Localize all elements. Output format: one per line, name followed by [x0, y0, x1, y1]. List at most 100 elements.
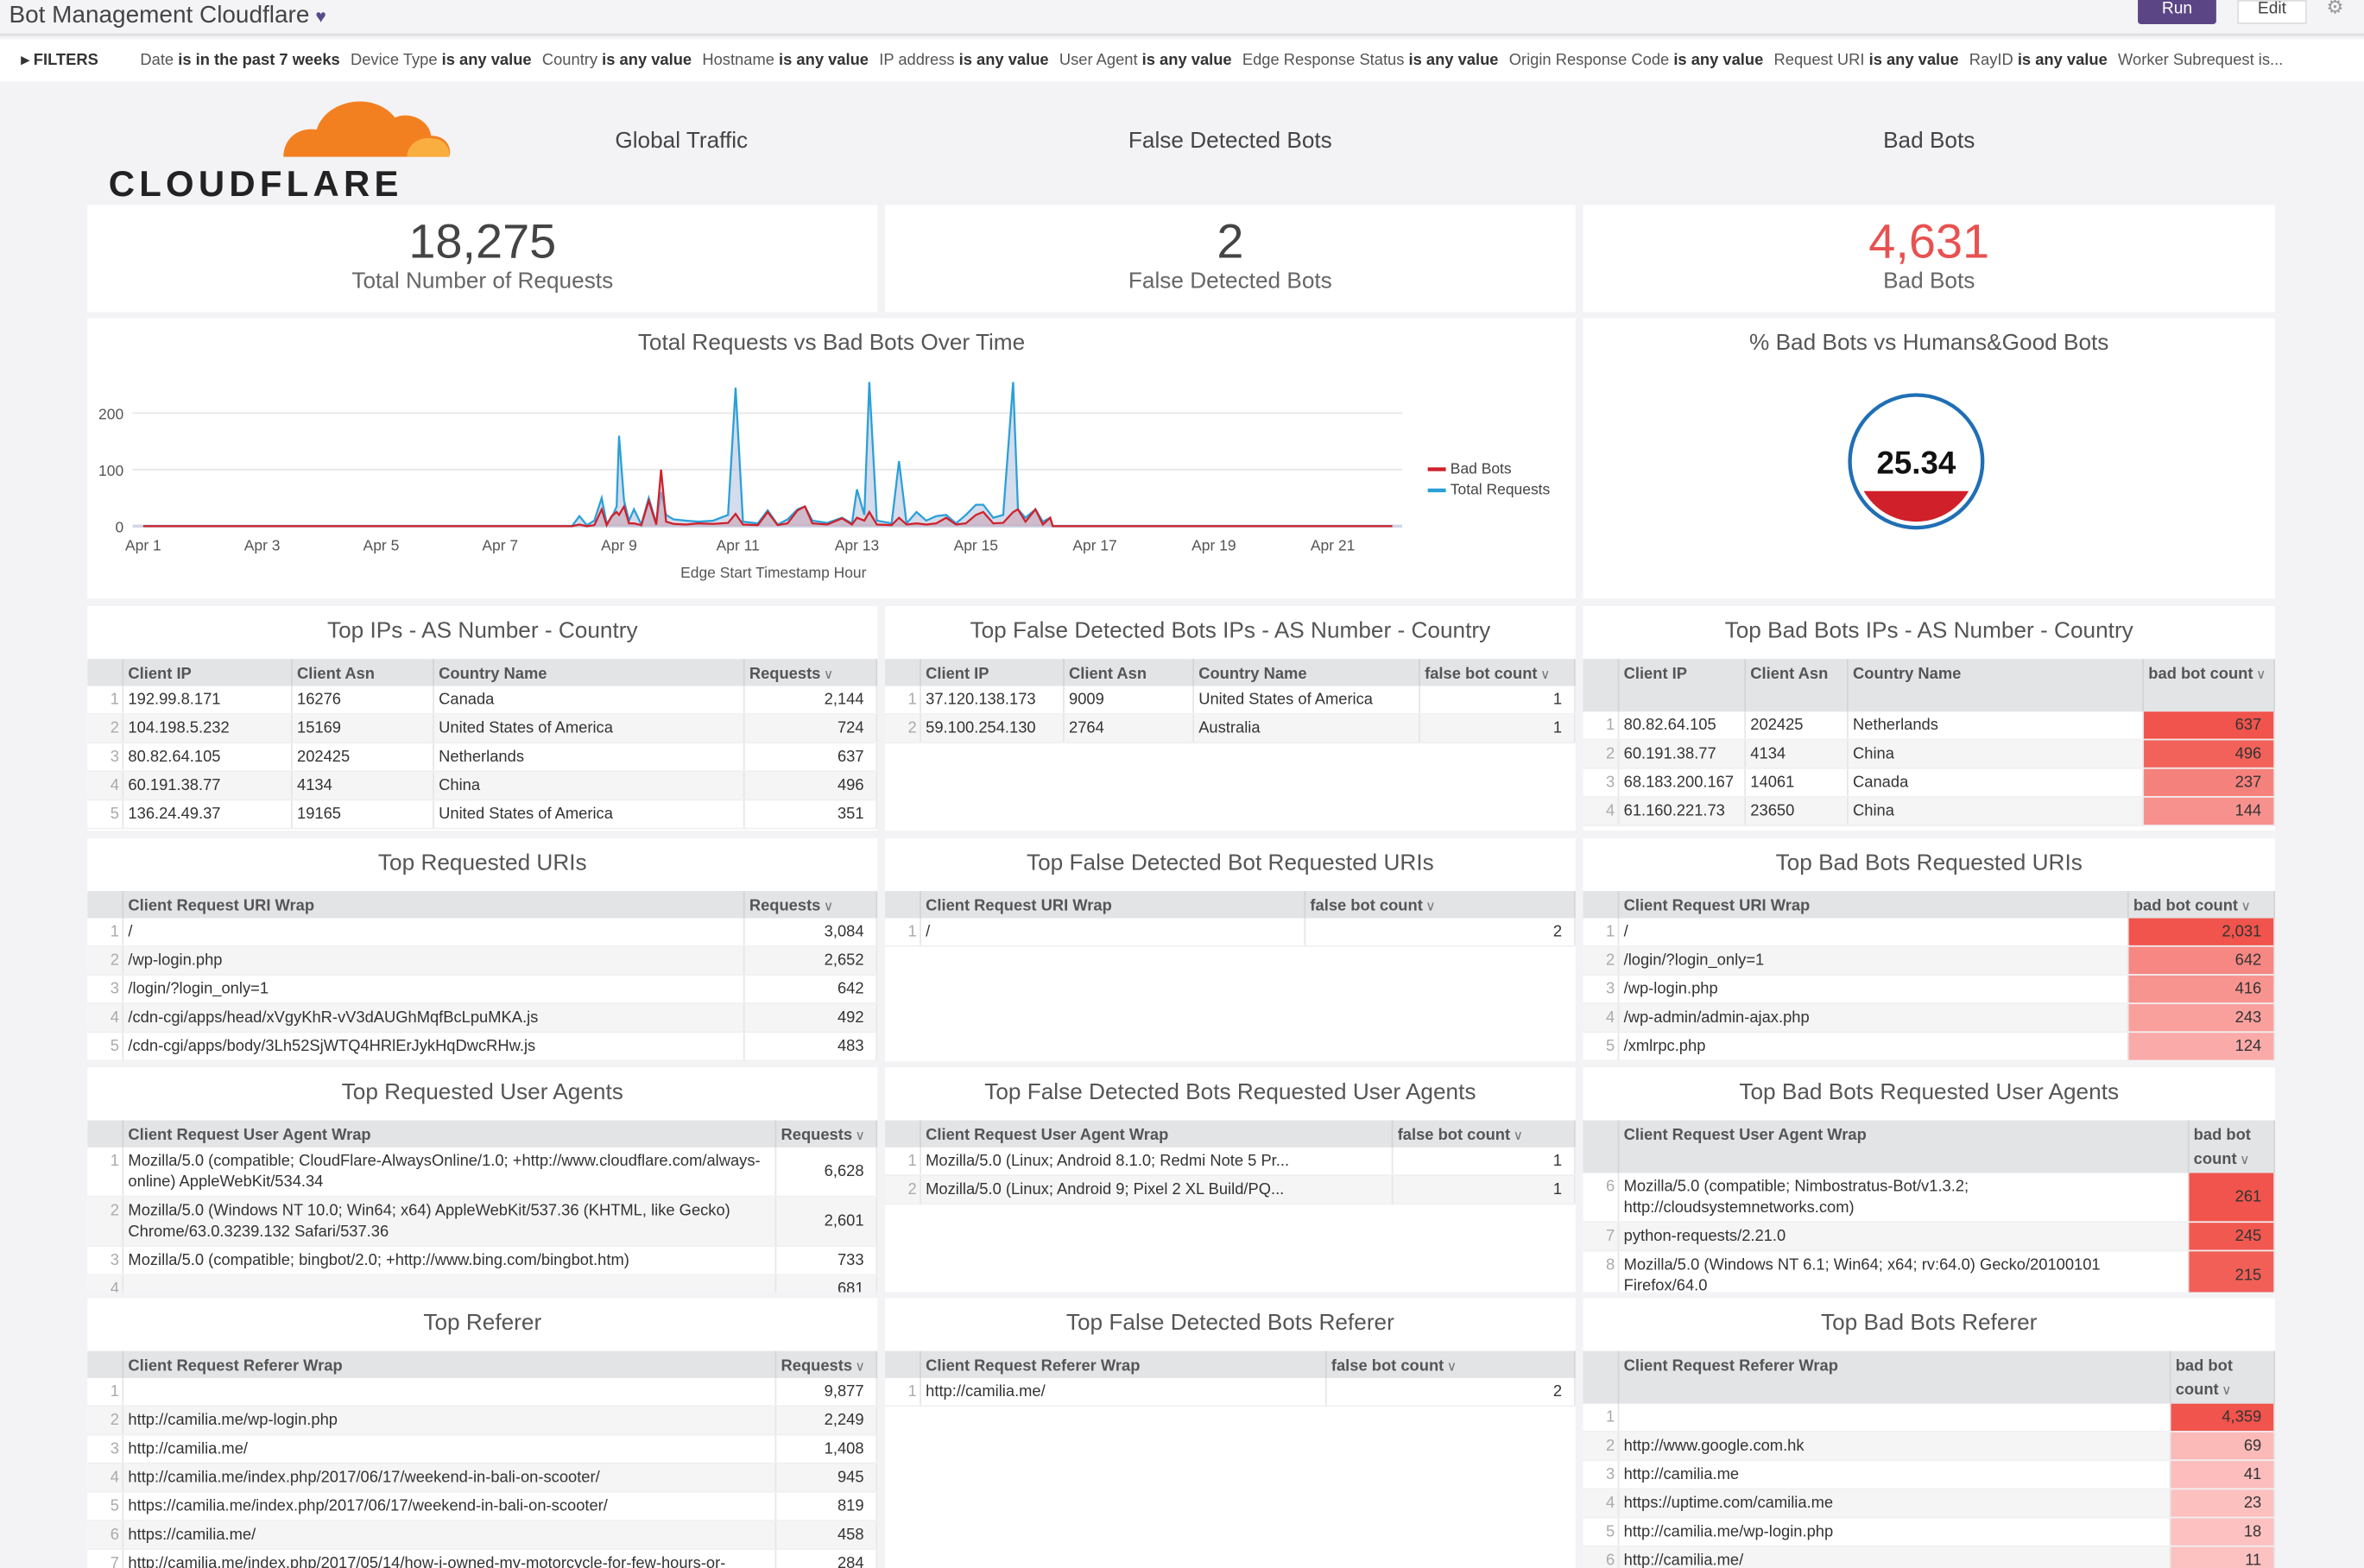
- table-row[interactable]: 2 http://camilia.me/wp-login.php 2,249: [87, 1407, 878, 1436]
- filter-item[interactable]: Edge Response Status is any value: [1242, 51, 1499, 69]
- run-button[interactable]: Run: [2138, 0, 2216, 24]
- column-header[interactable]: Client Request URI Wrap: [123, 890, 745, 919]
- table-row[interactable]: 3/wp-login.php 416: [1583, 975, 2275, 1004]
- table-row[interactable]: 1 9,877: [87, 1377, 878, 1407]
- column-header[interactable]: Client IP: [1619, 659, 1747, 712]
- table-row[interactable]: 1 4,359: [1583, 1403, 2275, 1432]
- table-row[interactable]: 4 https://uptime.com/camilia.me 23: [1583, 1489, 2275, 1519]
- table-row[interactable]: 1 80.82.64.105 202425 Netherlands 637: [1583, 711, 2275, 741]
- filters-toggle[interactable]: ▸ FILTERS: [21, 51, 98, 70]
- column-header[interactable]: Client Request URI Wrap: [1619, 890, 2129, 919]
- edit-button[interactable]: Edit: [2237, 0, 2307, 24]
- table-row[interactable]: 4/wp-admin/admin-ajax.php 243: [1583, 1003, 2275, 1034]
- table-row[interactable]: 7 python-requests/2.21.0 245: [1583, 1223, 2275, 1252]
- table-row[interactable]: 2 59.100.254.130 2764 Australia 1: [885, 714, 1576, 743]
- column-header[interactable]: Client Asn: [1746, 659, 1849, 712]
- column-header[interactable]: Requests ∨: [776, 1350, 878, 1378]
- table-row[interactable]: 3 68.183.200.167 14061 Canada 237: [1583, 768, 2275, 798]
- column-header[interactable]: Client Request Referer Wrap: [1619, 1350, 2171, 1404]
- line-chart[interactable]: 0 100 200 Apr 1 Apr 3 Apr 5 Apr 7 Apr 9 Apr 11 Ap…: [87, 318, 1575, 598]
- table-row[interactable]: 4 http://camilia.me/index.php/2017/06/17/…: [87, 1464, 878, 1493]
- heart-icon[interactable]: ♥: [315, 5, 326, 28]
- table-row[interactable]: 1/3,084: [87, 918, 878, 947]
- table-row[interactable]: 2 http://www.google.com.hk 69: [1583, 1432, 2275, 1462]
- column-header[interactable]: false bot count ∨: [1327, 1350, 1576, 1378]
- table-row[interactable]: 5 http://camilia.me/wp-login.php 18: [1583, 1518, 2275, 1547]
- filter-item[interactable]: Hostname is any value: [702, 51, 869, 69]
- filters-bar[interactable]: ▸ FILTERS Date is in the past 7 weeks Dev…: [0, 39, 2364, 82]
- table-row[interactable]: 5 https://camilia.me/index.php/2017/06/17…: [87, 1492, 878, 1521]
- column-header[interactable]: false bot count ∨: [1393, 1120, 1576, 1148]
- sort-chevron-icon[interactable]: ∨: [823, 898, 834, 914]
- table-row[interactable]: 4 681: [87, 1275, 878, 1293]
- table-row[interactable]: 5/cdn-cgi/apps/body/3Lh52SjWTQ4HRlErJykH…: [87, 1033, 878, 1062]
- column-header[interactable]: Client IP: [123, 659, 293, 686]
- sort-chevron-icon[interactable]: ∨: [2241, 898, 2252, 914]
- column-header[interactable]: Client Request User Agent Wrap: [921, 1120, 1394, 1148]
- filter-item[interactable]: Device Type is any value: [351, 51, 532, 69]
- column-header[interactable]: bad bot count ∨: [2129, 890, 2275, 919]
- filter-item[interactable]: Worker Subrequest is...: [2118, 51, 2283, 69]
- filter-item[interactable]: Origin Response Code is any value: [1509, 51, 1764, 69]
- table-row[interactable]: 5 136.24.49.37 19165 United States of Ameri…: [87, 800, 878, 830]
- column-header[interactable]: Client Request User Agent Wrap: [1619, 1120, 2190, 1173]
- filter-item[interactable]: IP address is any value: [879, 51, 1048, 69]
- gear-icon[interactable]: ⚙: [2326, 0, 2344, 18]
- column-header[interactable]: Client Request User Agent Wrap: [123, 1120, 777, 1148]
- sort-chevron-icon[interactable]: ∨: [1513, 1128, 1524, 1143]
- table-row[interactable]: 3 80.82.64.105 202425 Netherlands 637: [87, 743, 878, 773]
- sort-chevron-icon[interactable]: ∨: [1446, 1358, 1457, 1374]
- table-row[interactable]: 2 60.191.38.77 4134 China 496: [1583, 740, 2275, 769]
- table-row[interactable]: 1 192.99.8.171 16276 Canada 2,144: [87, 686, 878, 715]
- table-row[interactable]: 6 http://camilia.me/11: [1583, 1546, 2275, 1568]
- table-row[interactable]: 1/2: [885, 918, 1576, 947]
- table-row[interactable]: 2/login/?login_only=1 642: [1583, 946, 2275, 976]
- column-header[interactable]: bad bot count ∨: [2189, 1120, 2275, 1173]
- sort-chevron-icon[interactable]: ∨: [2240, 1152, 2250, 1167]
- table-row[interactable]: 5/xmlrpc.php 124: [1583, 1033, 2275, 1062]
- table-row[interactable]: 1 http://camilia.me/2: [885, 1377, 1576, 1407]
- table-row[interactable]: 4 61.160.221.73 23650 China 144: [1583, 797, 2275, 826]
- filter-item[interactable]: Request URI is any value: [1774, 51, 1959, 69]
- table-row[interactable]: 3 Mozilla/5.0 (compatible; bingbot/2.0; +…: [87, 1247, 878, 1276]
- filter-item[interactable]: Date is in the past 7 weeks: [140, 51, 339, 69]
- table-row[interactable]: 1 Mozilla/5.0 (Linux; Android 8.1.0; Redm…: [885, 1147, 1576, 1177]
- column-header[interactable]: bad bot count ∨: [2144, 659, 2275, 712]
- sort-chevron-icon[interactable]: ∨: [855, 1358, 866, 1374]
- table-row[interactable]: 1/2,031: [1583, 918, 2275, 947]
- filter-item[interactable]: Country is any value: [542, 51, 692, 69]
- table-row[interactable]: 2 Mozilla/5.0 (Windows NT 10.0; Win64; x6…: [87, 1197, 878, 1248]
- table-row[interactable]: 7 http://camilia.me/index.php/2017/05/14/…: [87, 1550, 878, 1568]
- column-header[interactable]: bad bot count ∨: [2171, 1350, 2275, 1404]
- sort-chevron-icon[interactable]: ∨: [823, 666, 834, 682]
- table-row[interactable]: 6 Mozilla/5.0 (compatible; Nimbostratus-B…: [1583, 1173, 2275, 1223]
- table-row[interactable]: 2 Mozilla/5.0 (Linux; Android 9; Pixel 2 …: [885, 1176, 1576, 1205]
- table-row[interactable]: 4 60.191.38.77 4134 China 496: [87, 772, 878, 801]
- column-header[interactable]: Requests ∨: [745, 659, 878, 686]
- table-row[interactable]: 1 37.120.138.173 9009 United States of Amer…: [885, 686, 1576, 715]
- sort-chevron-icon[interactable]: ∨: [2255, 666, 2266, 682]
- table-row[interactable]: 3 http://camilia.me 41: [1583, 1461, 2275, 1490]
- table-row[interactable]: 1 Mozilla/5.0 (compatible; CloudFlare-Alw…: [87, 1147, 878, 1198]
- sort-chevron-icon[interactable]: ∨: [2222, 1382, 2232, 1398]
- column-header[interactable]: Client Request Referer Wrap: [921, 1350, 1327, 1378]
- column-header[interactable]: false bot count ∨: [1420, 659, 1576, 686]
- column-header[interactable]: Country Name: [1194, 659, 1420, 686]
- column-header[interactable]: Client IP: [921, 659, 1065, 686]
- column-header[interactable]: Country Name: [1849, 659, 2145, 712]
- sort-chevron-icon[interactable]: ∨: [1540, 666, 1551, 682]
- table-row[interactable]: 2/wp-login.php 2,652: [87, 946, 878, 976]
- table-row[interactable]: 8 Mozilla/5.0 (Windows NT 6.1; Win64; x64…: [1583, 1251, 2275, 1293]
- sort-chevron-icon[interactable]: ∨: [855, 1128, 866, 1143]
- column-header[interactable]: Client Request URI Wrap: [921, 890, 1306, 919]
- sort-chevron-icon[interactable]: ∨: [1425, 898, 1436, 914]
- table-row[interactable]: 6 https://camilia.me/458: [87, 1521, 878, 1551]
- table-row[interactable]: 3 http://camilia.me/1,408: [87, 1435, 878, 1464]
- column-header[interactable]: false bot count ∨: [1305, 890, 1576, 919]
- column-header[interactable]: Country Name: [434, 659, 745, 686]
- column-header[interactable]: Requests ∨: [745, 890, 878, 919]
- column-header[interactable]: Requests ∨: [776, 1120, 878, 1148]
- filter-item[interactable]: RayID is any value: [1969, 51, 2108, 69]
- column-header[interactable]: Client Request Referer Wrap: [123, 1350, 777, 1378]
- filter-item[interactable]: User Agent is any value: [1059, 51, 1232, 69]
